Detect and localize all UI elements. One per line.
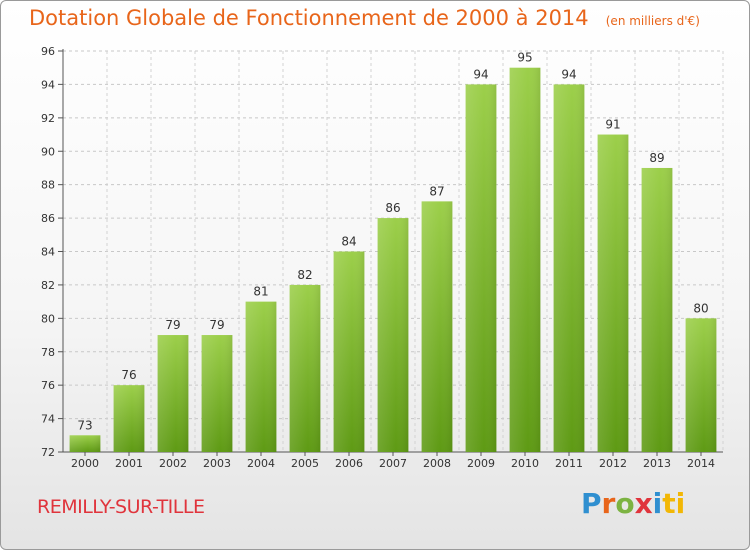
- x-tick-label: 2009: [467, 457, 495, 470]
- y-tick-label: 94: [41, 78, 55, 91]
- bar-shade: [509, 67, 541, 452]
- x-tick-label: 2006: [335, 457, 363, 470]
- bar-shade: [69, 435, 101, 452]
- bar-shade: [201, 335, 233, 452]
- bar-shade: [157, 335, 189, 452]
- y-tick-label: 86: [41, 212, 55, 225]
- bar-shade: [597, 134, 629, 452]
- bar-shade: [553, 84, 585, 453]
- y-tick-label: 82: [41, 279, 55, 292]
- x-tick-label: 2014: [687, 457, 715, 470]
- x-tick-label: 2000: [71, 457, 99, 470]
- bar-shade: [421, 201, 453, 452]
- y-tick-label: 74: [41, 413, 55, 426]
- bar-shade: [465, 84, 497, 453]
- logo-letter: ti: [662, 487, 686, 520]
- x-tick-label: 2008: [423, 457, 451, 470]
- data-label: 87: [429, 184, 444, 198]
- data-label: 89: [649, 151, 664, 165]
- logo-letter: P: [581, 487, 602, 520]
- y-tick-label: 78: [41, 346, 55, 359]
- bar-shade: [377, 218, 409, 452]
- x-tick-label: 2012: [599, 457, 627, 470]
- data-label: 80: [693, 301, 708, 315]
- x-tick-label: 2005: [291, 457, 319, 470]
- x-tick-label: 2003: [203, 457, 231, 470]
- data-label: 79: [165, 318, 180, 332]
- data-labels: 73 76 79 79 81 82 84 86 87 94 95 94 91 89 80: [77, 51, 708, 433]
- x-tick-label: 2001: [115, 457, 143, 470]
- y-tick-label: 80: [41, 312, 55, 325]
- commune-name: REMILLY-SUR-TILLE: [37, 496, 205, 518]
- title-row: Dotation Globale de Fonctionnement de 20…: [29, 6, 700, 30]
- bar-shade: [685, 318, 717, 452]
- data-label: 84: [341, 235, 356, 249]
- data-label: 79: [209, 318, 224, 332]
- logo-letter: x: [634, 487, 653, 520]
- y-tick-label: 90: [41, 145, 55, 158]
- chart-subtitle: (en milliers d'€): [605, 14, 700, 28]
- bar-shade: [289, 284, 321, 452]
- bar-shade: [113, 385, 145, 452]
- proxiti-logo: Proxiti: [581, 487, 685, 520]
- bar-shade: [333, 251, 365, 452]
- logo-letter: o: [615, 487, 635, 520]
- data-label: 81: [253, 285, 268, 299]
- logo-letter: r: [601, 487, 616, 520]
- x-tick-label: 2011: [555, 457, 583, 470]
- x-tick-label: 2004: [247, 457, 275, 470]
- bar-shade: [245, 301, 277, 452]
- y-tick-label: 88: [41, 179, 55, 192]
- logo-letter: i: [652, 487, 663, 520]
- data-label: 73: [77, 418, 92, 432]
- data-label: 91: [605, 118, 620, 132]
- x-tick-label: 2010: [511, 457, 539, 470]
- y-tick-label: 84: [41, 246, 55, 259]
- data-label: 94: [561, 67, 576, 81]
- bar-shade: [641, 167, 673, 453]
- bars: [69, 67, 717, 453]
- x-tick-label: 2002: [159, 457, 187, 470]
- data-label: 82: [297, 268, 312, 282]
- y-tick-label: 96: [41, 45, 55, 58]
- y-tick-label: 92: [41, 112, 55, 125]
- data-label: 76: [121, 368, 136, 382]
- x-tick-label: 2007: [379, 457, 407, 470]
- x-tick-label: 2013: [643, 457, 671, 470]
- chart-title: Dotation Globale de Fonctionnement de 20…: [29, 6, 589, 30]
- data-label: 94: [473, 67, 488, 81]
- y-tick-label: 76: [41, 379, 55, 392]
- data-label: 95: [517, 51, 532, 65]
- data-label: 86: [385, 201, 400, 215]
- y-tick-label: 72: [41, 446, 55, 459]
